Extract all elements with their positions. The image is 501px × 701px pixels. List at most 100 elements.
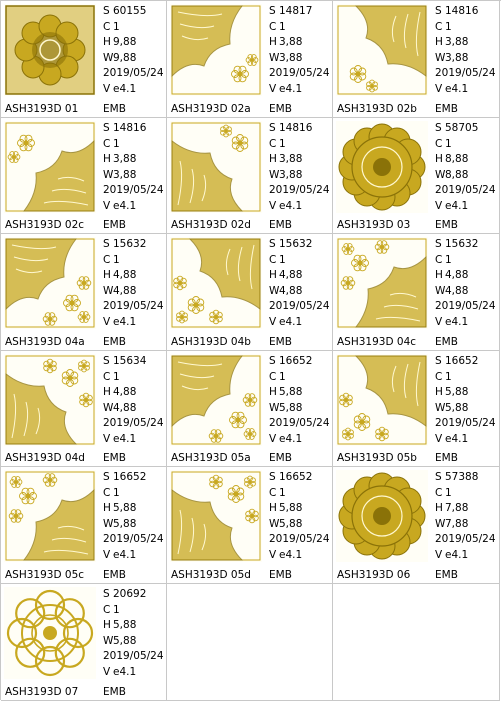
format-version-value: e4.1 — [113, 548, 137, 561]
stitch-count: S 14816 — [103, 121, 166, 137]
color-count-label: C — [435, 137, 443, 150]
file-format: EMB — [269, 219, 292, 231]
design-date-value: 2019/05/24 — [435, 533, 496, 545]
format-version-label: V — [269, 548, 277, 561]
stitch-count: S 20692 — [103, 587, 166, 603]
embroidery-thumbnail-icon — [336, 354, 428, 446]
design-width-label: W — [103, 517, 114, 530]
design-height: H 5,88 — [103, 501, 166, 517]
stitch-count-label: S — [103, 238, 110, 250]
color-count-value: 1 — [113, 486, 120, 499]
design-date: 2019/05/24 — [103, 416, 166, 432]
color-count-label: C — [103, 137, 111, 150]
design-width-value: 5,88 — [445, 401, 469, 414]
design-width-label: W — [103, 51, 114, 64]
design-height-value: 7,88 — [445, 502, 469, 514]
color-count-value: 1 — [445, 137, 452, 150]
design-date-value: 2019/05/24 — [435, 417, 496, 429]
design-height-label: H — [103, 502, 111, 514]
color-count-label: C — [103, 20, 111, 33]
stitch-count-value: 58705 — [445, 122, 479, 134]
design-width-value: 5,88 — [279, 401, 303, 414]
embroidery-thumbnail-icon — [4, 4, 96, 96]
color-count-label: C — [435, 370, 443, 383]
color-count-value: 1 — [279, 137, 286, 150]
stitch-count-label: S — [269, 238, 276, 250]
design-width: W5,88 — [269, 517, 332, 533]
format-version-value: e4.1 — [279, 199, 303, 212]
design-width-label: W — [435, 51, 446, 64]
design-filename: ASH3193D 04c — [337, 336, 417, 348]
design-date: 2019/05/24 — [435, 66, 499, 82]
design-date-value: 2019/05/24 — [269, 300, 330, 312]
design-width: W3,88 — [269, 51, 332, 67]
stitch-count-label: S — [435, 5, 442, 17]
stitch-count-value: 60155 — [113, 5, 147, 17]
format-version-value: e4.1 — [279, 82, 303, 95]
design-height: H 4,88 — [103, 268, 166, 284]
design-width: W9,88 — [103, 51, 166, 67]
design-width: W4,88 — [103, 401, 166, 417]
embroidery-thumbnail-icon — [4, 121, 96, 213]
design-width-label: W — [269, 168, 280, 181]
design-width-value: 4,88 — [279, 284, 303, 297]
embroidery-thumbnail-icon — [170, 354, 262, 446]
design-date-value: 2019/05/24 — [103, 300, 164, 312]
color-count-label: C — [435, 253, 443, 266]
design-height-label: H — [103, 153, 111, 165]
design-height-value: 3,88 — [279, 153, 303, 165]
file-format: EMB — [103, 452, 126, 464]
stitch-count-label: S — [103, 588, 110, 600]
design-height-value: 5,88 — [279, 502, 303, 514]
color-count-value: 1 — [445, 370, 452, 383]
design-height-label: H — [103, 269, 111, 281]
stitch-count: S 15632 — [269, 237, 332, 253]
design-width-label: W — [103, 401, 114, 414]
format-version-value: e4.1 — [113, 315, 137, 328]
design-date: 2019/05/24 — [103, 299, 166, 315]
stitch-count: S 16652 — [269, 470, 332, 486]
stitch-count-label: S — [269, 355, 276, 367]
design-height-value: 4,88 — [113, 269, 137, 281]
design-width: W7,88 — [435, 517, 499, 533]
stitch-count-label: S — [435, 122, 442, 134]
design-width-value: 4,88 — [113, 401, 137, 414]
design-date-value: 2019/05/24 — [103, 184, 164, 196]
design-height-value: 5,88 — [113, 619, 137, 631]
design-width-label: W — [435, 168, 446, 181]
design-width-value: 4,88 — [445, 284, 469, 297]
design-height-label: H — [103, 386, 111, 398]
design-height: H 5,88 — [269, 501, 332, 517]
design-height-label: H — [269, 36, 277, 48]
